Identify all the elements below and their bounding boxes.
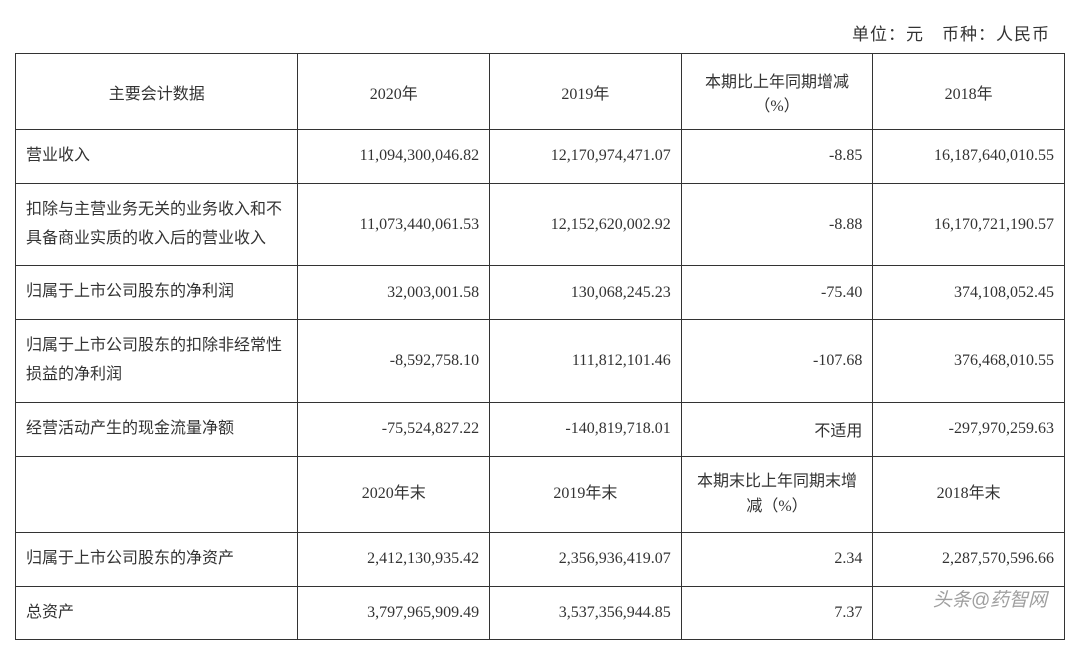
cell-value: 12,152,620,002.92 (490, 183, 682, 266)
cell-value: 111,812,101.46 (490, 320, 682, 403)
cell-value: 11,073,440,061.53 (298, 183, 490, 266)
cell-value: -8,592,758.10 (298, 320, 490, 403)
table-row: 归属于上市公司股东的扣除非经常性损益的净利润 -8,592,758.10 111… (16, 320, 1065, 403)
table-row: 扣除与主营业务无关的业务收入和不具备商业实质的收入后的营业收入 11,073,4… (16, 183, 1065, 266)
table-row: 归属于上市公司股东的净资产 2,412,130,935.42 2,356,936… (16, 532, 1065, 586)
cell-value: 7.37 (681, 586, 873, 640)
metric-label: 归属于上市公司股东的扣除非经常性损益的净利润 (16, 320, 298, 403)
cell-value: -140,819,718.01 (490, 402, 682, 456)
cell-value: 374,108,052.45 (873, 266, 1065, 320)
cell-value: 2.34 (681, 532, 873, 586)
cell-value: 16,187,640,010.55 (873, 130, 1065, 184)
report-container: 单位：元 币种：人民币 主要会计数据 2020年 2019年 本期比上年同期增减… (15, 20, 1065, 640)
table-header-row: 主要会计数据 2020年 2019年 本期比上年同期增减（%） 2018年 (16, 54, 1065, 130)
metric-label: 归属于上市公司股东的净资产 (16, 532, 298, 586)
table-row: 营业收入 11,094,300,046.82 12,170,974,471.07… (16, 130, 1065, 184)
cell-value: -8.88 (681, 183, 873, 266)
table-subheader-row: 2020年末 2019年末 本期末比上年同期末增减（%） 2018年末 (16, 456, 1065, 532)
cell-value: -297,970,259.63 (873, 402, 1065, 456)
subheader-2020-end: 2020年末 (298, 456, 490, 532)
cell-value: 3,797,965,909.49 (298, 586, 490, 640)
metric-label: 营业收入 (16, 130, 298, 184)
cell-value: 2,412,130,935.42 (298, 532, 490, 586)
cell-value: 2,287,570,596.66 (873, 532, 1065, 586)
metric-label: 归属于上市公司股东的净利润 (16, 266, 298, 320)
cell-value: 2,356,936,419.07 (490, 532, 682, 586)
cell-value: 不适用 (681, 402, 873, 456)
metric-label: 扣除与主营业务无关的业务收入和不具备商业实质的收入后的营业收入 (16, 183, 298, 266)
header-2018: 2018年 (873, 54, 1065, 130)
cell-value: 32,003,001.58 (298, 266, 490, 320)
cell-value: -107.68 (681, 320, 873, 403)
header-2020: 2020年 (298, 54, 490, 130)
table-row: 经营活动产生的现金流量净额 -75,524,827.22 -140,819,71… (16, 402, 1065, 456)
table-row: 归属于上市公司股东的净利润 32,003,001.58 130,068,245.… (16, 266, 1065, 320)
subheader-change-end: 本期末比上年同期末增减（%） (681, 456, 873, 532)
cell-value: 130,068,245.23 (490, 266, 682, 320)
financial-data-table: 主要会计数据 2020年 2019年 本期比上年同期增减（%） 2018年 营业… (15, 53, 1065, 640)
cell-value: 11,094,300,046.82 (298, 130, 490, 184)
cell-value: 12,170,974,471.07 (490, 130, 682, 184)
subheader-2018-end: 2018年末 (873, 456, 1065, 532)
cell-value: 3,537,356,944.85 (490, 586, 682, 640)
cell-value (873, 586, 1065, 640)
header-metric: 主要会计数据 (16, 54, 298, 130)
cell-value: 16,170,721,190.57 (873, 183, 1065, 266)
metric-label: 经营活动产生的现金流量净额 (16, 402, 298, 456)
header-2019: 2019年 (490, 54, 682, 130)
subheader-blank (16, 456, 298, 532)
cell-value: 376,468,010.55 (873, 320, 1065, 403)
table-row: 总资产 3,797,965,909.49 3,537,356,944.85 7.… (16, 586, 1065, 640)
subheader-2019-end: 2019年末 (490, 456, 682, 532)
metric-label: 总资产 (16, 586, 298, 640)
unit-currency-label: 单位：元 币种：人民币 (15, 20, 1065, 45)
cell-value: -75,524,827.22 (298, 402, 490, 456)
cell-value: -8.85 (681, 130, 873, 184)
header-change: 本期比上年同期增减（%） (681, 54, 873, 130)
cell-value: -75.40 (681, 266, 873, 320)
